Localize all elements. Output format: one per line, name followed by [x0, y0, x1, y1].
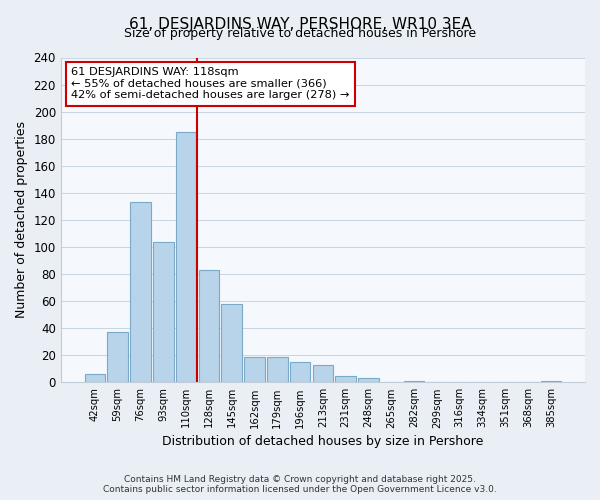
Text: Contains HM Land Registry data © Crown copyright and database right 2025.
Contai: Contains HM Land Registry data © Crown c… — [103, 474, 497, 494]
Bar — [244, 356, 265, 382]
X-axis label: Distribution of detached houses by size in Pershore: Distribution of detached houses by size … — [162, 434, 484, 448]
Bar — [335, 376, 356, 382]
Text: 61, DESJARDINS WAY, PERSHORE, WR10 3EA: 61, DESJARDINS WAY, PERSHORE, WR10 3EA — [128, 18, 472, 32]
Bar — [176, 132, 196, 382]
Bar — [541, 381, 561, 382]
Bar — [153, 242, 173, 382]
Text: 61 DESJARDINS WAY: 118sqm
← 55% of detached houses are smaller (366)
42% of semi: 61 DESJARDINS WAY: 118sqm ← 55% of detac… — [71, 67, 350, 100]
Text: Size of property relative to detached houses in Pershore: Size of property relative to detached ho… — [124, 28, 476, 40]
Y-axis label: Number of detached properties: Number of detached properties — [15, 122, 28, 318]
Bar — [313, 364, 333, 382]
Bar — [107, 332, 128, 382]
Bar — [358, 378, 379, 382]
Bar — [221, 304, 242, 382]
Bar — [199, 270, 219, 382]
Bar — [404, 381, 424, 382]
Bar — [267, 356, 287, 382]
Bar — [290, 362, 310, 382]
Bar — [130, 202, 151, 382]
Bar — [85, 374, 105, 382]
